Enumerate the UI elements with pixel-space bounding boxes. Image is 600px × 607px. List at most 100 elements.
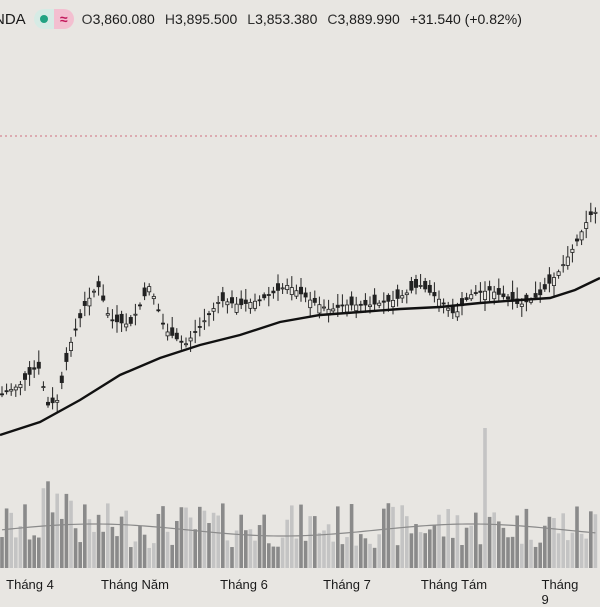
- candle: [469, 294, 474, 300]
- volume-bar: [147, 547, 151, 568]
- candle: [280, 287, 285, 290]
- green-dot-icon[interactable]: [33, 9, 54, 29]
- candle: [367, 304, 372, 307]
- candle: [73, 328, 78, 331]
- volume-bar: [294, 538, 299, 568]
- volume-bar: [313, 516, 317, 568]
- candle: [404, 292, 409, 296]
- candle: [285, 285, 290, 291]
- candle: [202, 320, 207, 323]
- volume-bar: [359, 534, 363, 568]
- candle: [298, 286, 303, 295]
- candle: [229, 297, 234, 304]
- candle: [183, 343, 188, 346]
- candle: [308, 299, 313, 309]
- candle: [377, 302, 382, 306]
- candle: [340, 304, 345, 307]
- volume-bar: [589, 511, 593, 568]
- volume-bar: [211, 512, 216, 568]
- volume-bar: [570, 532, 575, 568]
- candle: [423, 280, 428, 290]
- volume-bar: [451, 537, 455, 568]
- volume-bar: [460, 544, 464, 568]
- wave-icon[interactable]: ≈: [53, 9, 74, 29]
- candle: [312, 297, 317, 303]
- volume-bar: [50, 512, 55, 568]
- volume-bar: [317, 532, 322, 568]
- candle: [82, 300, 87, 306]
- candle: [487, 286, 492, 291]
- candle: [505, 296, 510, 300]
- candle: [317, 304, 322, 314]
- volume-bar: [87, 519, 92, 568]
- volume-bar: [561, 513, 565, 568]
- candle: [46, 401, 51, 406]
- candle: [252, 300, 257, 309]
- candle: [271, 290, 276, 294]
- volume-bar: [60, 518, 64, 568]
- volume-bar: [244, 530, 248, 568]
- indicator-badges[interactable]: ≈: [33, 9, 74, 29]
- volume-bar: [584, 538, 588, 568]
- candle: [464, 297, 469, 300]
- volume-bar: [101, 531, 105, 568]
- volume-bar: [73, 528, 78, 568]
- volume-bar: [253, 540, 257, 568]
- symbol-name[interactable]: NDA: [0, 10, 26, 28]
- volume-bar: [543, 525, 547, 568]
- volume-bar: [27, 539, 32, 568]
- candle: [9, 388, 14, 392]
- volume-bar: [179, 507, 184, 568]
- candle: [413, 279, 418, 288]
- candle: [565, 256, 570, 266]
- volume-bar: [529, 539, 533, 568]
- volume-bar: [188, 517, 193, 568]
- candle: [363, 299, 368, 306]
- volume-bar: [4, 508, 9, 568]
- volume-bar: [308, 516, 312, 568]
- volume-bar: [478, 544, 483, 568]
- volume-bar: [32, 535, 36, 568]
- volume-bar: [138, 526, 142, 568]
- candle: [13, 386, 18, 391]
- volume-bar: [152, 543, 156, 568]
- candle: [78, 313, 83, 319]
- candles: [0, 202, 598, 412]
- high-value: H3,895.500: [164, 11, 238, 27]
- candle: [151, 295, 156, 300]
- volume-bar: [37, 537, 41, 568]
- candle: [409, 281, 414, 291]
- candle: [225, 301, 230, 306]
- candle: [289, 287, 294, 295]
- volume-bar: [552, 518, 556, 568]
- candle: [354, 304, 359, 312]
- volume-bar: [464, 527, 469, 568]
- volume-bar: [142, 534, 147, 568]
- candle: [266, 294, 271, 296]
- candle: [455, 311, 460, 318]
- candle: [119, 313, 124, 324]
- candle: [303, 292, 308, 298]
- volume-bar: [382, 508, 386, 568]
- volume-bar: [170, 544, 174, 568]
- candle: [128, 317, 133, 324]
- volume-bar: [96, 514, 101, 568]
- candle: [174, 332, 179, 340]
- candle: [519, 303, 524, 307]
- close-value: C3,889.990: [327, 11, 400, 27]
- candle: [248, 301, 253, 309]
- volume-bar: [391, 506, 395, 568]
- x-axis-label: Tháng Năm: [101, 577, 169, 592]
- candle: [22, 373, 27, 380]
- volume-bar: [446, 509, 450, 568]
- volume-bar: [290, 505, 294, 568]
- volume-bar: [110, 526, 115, 568]
- volume-bar: [69, 500, 73, 568]
- volume-bar: [92, 531, 96, 568]
- volume-bar: [363, 538, 368, 568]
- candle: [27, 367, 32, 375]
- volume-bar: [0, 537, 4, 568]
- volume-bar: [119, 516, 124, 568]
- volume-bar: [78, 542, 82, 568]
